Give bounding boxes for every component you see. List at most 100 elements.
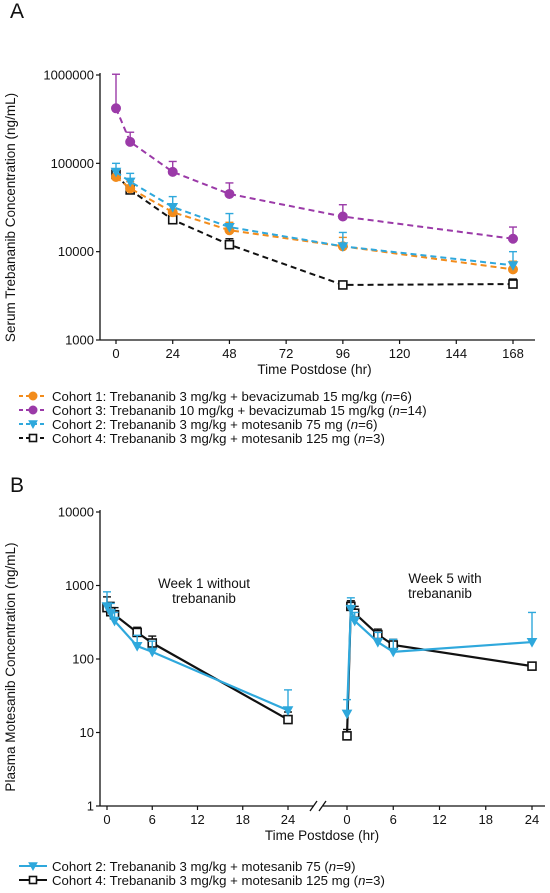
panel-letter-b: B xyxy=(10,474,25,497)
legend-swatch xyxy=(19,875,47,885)
data-point-a xyxy=(167,166,178,177)
data-point-b xyxy=(527,661,537,671)
data-point-b xyxy=(526,637,538,648)
legend-marker xyxy=(28,391,38,401)
x-tick-label-b: 12 xyxy=(190,812,204,827)
x-tick-label-a: 96 xyxy=(336,346,350,361)
legend-label-end: =14) xyxy=(399,402,427,418)
data-point-b xyxy=(101,602,113,612)
data-point-a xyxy=(338,280,348,290)
series-line-a xyxy=(115,173,514,286)
y-tick-label-a: 10000 xyxy=(58,244,94,259)
legend-n: n xyxy=(358,430,366,446)
legend-swatch xyxy=(19,420,47,430)
data-point-a xyxy=(224,222,235,233)
legend-label: Cohort 2: Trebananib 3 mg/kg + motesanib… xyxy=(52,858,329,874)
legend-swatch xyxy=(19,405,47,415)
x-tick-label-a: 72 xyxy=(279,346,293,361)
data-point-a xyxy=(337,211,348,222)
x-tick-label-a: 48 xyxy=(222,346,236,361)
series-line-b xyxy=(106,606,289,721)
series-line-b xyxy=(106,605,289,712)
legend-entry: Cohort 1: Trebananib 3 mg/kg + bevacizum… xyxy=(18,388,427,404)
data-point-a xyxy=(224,188,235,199)
y-tick-label-b: 10000 xyxy=(58,505,94,520)
x-tick-label-b: 24 xyxy=(525,812,539,827)
legend-label: Cohort 3: Trebananib 10 mg/kg + bevacizu… xyxy=(52,402,393,418)
legend-marker xyxy=(28,433,38,443)
x-axis-label-b: Time Postdose (hr) xyxy=(265,828,379,843)
x-tick-label-b: 12 xyxy=(432,812,446,827)
legend-label-end: =6) xyxy=(392,388,412,404)
data-point-a xyxy=(508,233,518,244)
y-tick-label-a: 1000000 xyxy=(43,68,94,83)
panel-letter-a: A xyxy=(10,0,25,23)
y-axis-label-a: Serum Trebananib Concentration (ng/mL) xyxy=(3,93,18,342)
x-tick-label-b: 18 xyxy=(236,812,250,827)
legend-marker xyxy=(28,420,38,430)
axis-break-mark xyxy=(309,800,318,812)
data-point-a xyxy=(507,261,519,271)
data-point-a xyxy=(167,202,179,213)
axis-break-mark xyxy=(318,800,327,812)
data-point-a xyxy=(125,136,136,147)
legend-n: n xyxy=(328,858,337,874)
x-tick-label-a: 120 xyxy=(389,346,411,361)
legend-swatch xyxy=(19,862,47,872)
y-tick-label-a: 1000 xyxy=(65,333,94,348)
data-point-b xyxy=(372,637,384,648)
y-tick-label-b: 1 xyxy=(87,799,94,814)
legend-label-end: =3) xyxy=(365,430,385,446)
x-tick-label-b: 18 xyxy=(479,812,493,827)
x-tick-label-a: 24 xyxy=(165,346,179,361)
annotation-week1: trebananib xyxy=(172,591,236,606)
data-point-a xyxy=(508,279,518,289)
data-point-b xyxy=(105,609,117,619)
legend-marker xyxy=(28,875,38,885)
y-tick-label-b: 10 xyxy=(80,725,94,740)
x-tick-label-b: 0 xyxy=(103,812,110,827)
x-tick-label-a: 168 xyxy=(502,346,524,361)
legend-marker xyxy=(28,862,38,872)
x-tick-label-b: 0 xyxy=(343,812,350,827)
x-tick-label-b: 24 xyxy=(281,812,295,827)
legend-marker xyxy=(28,405,38,415)
legend-label: Cohort 4: Trebananib 3 mg/kg + motesanib… xyxy=(52,872,359,888)
data-point-b xyxy=(283,714,293,725)
legend-n: n xyxy=(350,416,359,432)
data-point-a xyxy=(337,242,349,252)
legend-label-end: =9) xyxy=(336,858,356,874)
data-point-a xyxy=(124,177,136,188)
data-point-a xyxy=(111,103,121,114)
series-line-b xyxy=(345,608,533,714)
legend-label: Cohort 2: Trebananib 3 mg/kg + motesanib… xyxy=(52,416,351,432)
y-tick-label-b: 100 xyxy=(72,652,94,667)
legend-entry: Cohort 3: Trebananib 10 mg/kg + bevacizu… xyxy=(18,402,427,418)
legend-b: Cohort 2: Trebananib 3 mg/kg + motesanib… xyxy=(18,858,385,888)
legend-label-end: =3) xyxy=(365,872,385,888)
annotation-week5: trebananib xyxy=(408,586,472,601)
x-axis-label-a: Time Postdose (hr) xyxy=(257,362,371,377)
legend-n: n xyxy=(358,872,366,888)
data-point-a xyxy=(110,167,122,178)
data-point-b xyxy=(109,616,120,627)
legend-label: Cohort 1: Trebananib 3 mg/kg + bevacizum… xyxy=(52,388,386,404)
data-point-b xyxy=(387,647,399,658)
x-tick-label-b: 6 xyxy=(149,812,156,827)
legend-entry: Cohort 2: Trebananib 3 mg/kg + motesanib… xyxy=(18,858,385,874)
y-tick-label-a: 100000 xyxy=(51,156,94,171)
data-point-a xyxy=(224,239,235,250)
legend-label-end: =6) xyxy=(358,416,378,432)
data-point-b xyxy=(341,709,353,720)
data-point-b xyxy=(146,647,158,658)
data-point-b xyxy=(282,706,294,716)
legend-label: Cohort 4: Trebananib 3 mg/kg + motesanib… xyxy=(52,430,359,446)
series-line-a xyxy=(115,107,514,240)
x-tick-label-a: 144 xyxy=(445,346,467,361)
series-line-b xyxy=(345,602,533,736)
legend-swatch xyxy=(19,433,47,443)
legend-n: n xyxy=(385,388,393,404)
legend-entry: Cohort 4: Trebananib 3 mg/kg + motesanib… xyxy=(18,872,385,888)
annotation-week5: Week 5 with xyxy=(408,571,481,586)
